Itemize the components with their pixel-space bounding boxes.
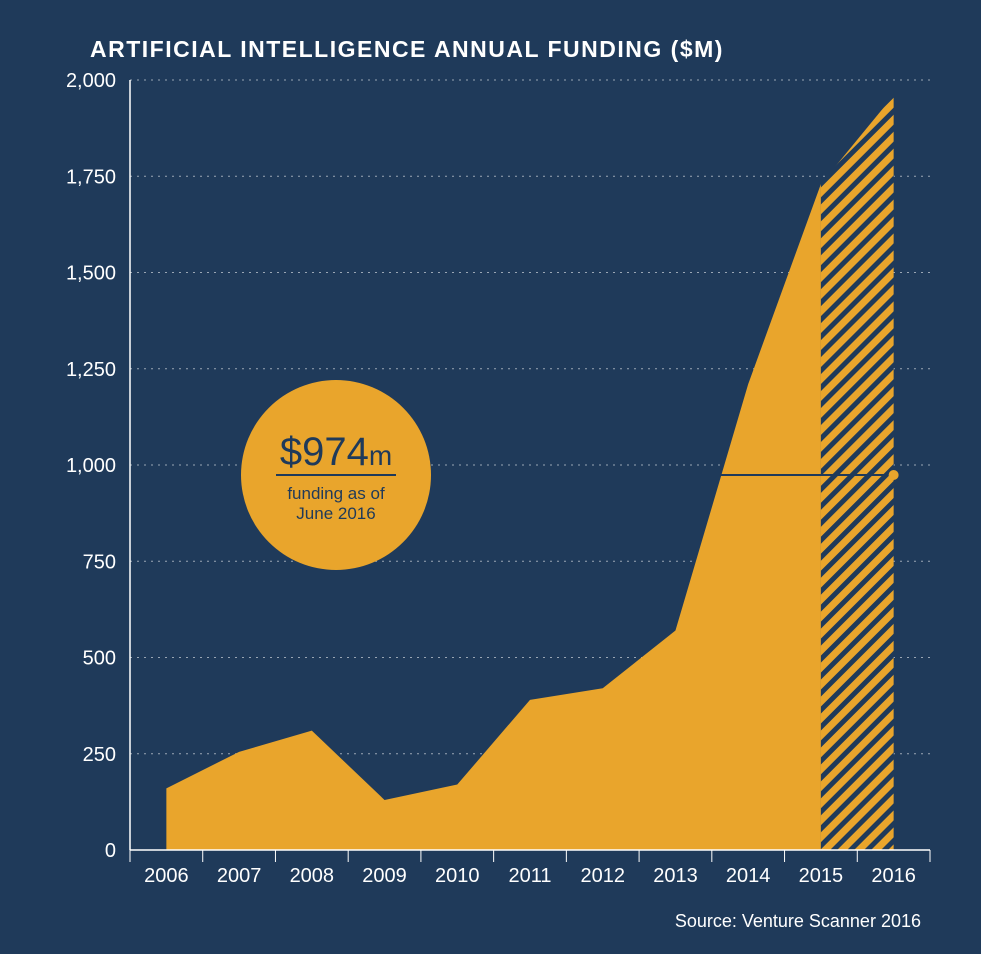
x-tick-label: 2009 xyxy=(362,865,407,887)
source-label: Source: Venture Scanner 2016 xyxy=(675,911,921,932)
funding-area-projected xyxy=(821,95,894,850)
y-tick-label: 250 xyxy=(83,744,116,766)
y-tick-label: 750 xyxy=(83,551,116,573)
x-tick-label: 2013 xyxy=(653,865,698,887)
y-tick-label: 2,000 xyxy=(66,70,116,92)
chart-canvas: ARTIFICIAL INTELLIGENCE ANNUAL FUNDING (… xyxy=(0,0,981,954)
area-chart-svg: 02505007501,0001,2501,5001,7502,000$974m… xyxy=(0,0,981,954)
x-tick-label: 2008 xyxy=(290,865,335,887)
y-tick-label: 1,500 xyxy=(66,263,116,285)
x-tick-label: 2011 xyxy=(508,865,551,887)
callout-endpoint-dot xyxy=(889,470,899,480)
x-tick-label: 2006 xyxy=(144,865,189,887)
y-tick-label: 500 xyxy=(83,648,116,670)
y-tick-label: 0 xyxy=(105,840,116,862)
y-tick-label: 1,250 xyxy=(66,359,116,381)
y-tick-label: 1,750 xyxy=(66,166,116,188)
x-tick-label: 2012 xyxy=(580,865,625,887)
x-tick-label: 2010 xyxy=(435,865,480,887)
x-tick-label: 2015 xyxy=(799,865,844,887)
callout-sub2: June 2016 xyxy=(296,504,375,523)
y-tick-label: 1,000 xyxy=(66,455,116,477)
x-tick-label: 2016 xyxy=(871,865,916,887)
x-tick-label: 2007 xyxy=(217,865,262,887)
x-tick-label: 2014 xyxy=(726,865,771,887)
callout-sub1: funding as of xyxy=(287,484,385,503)
